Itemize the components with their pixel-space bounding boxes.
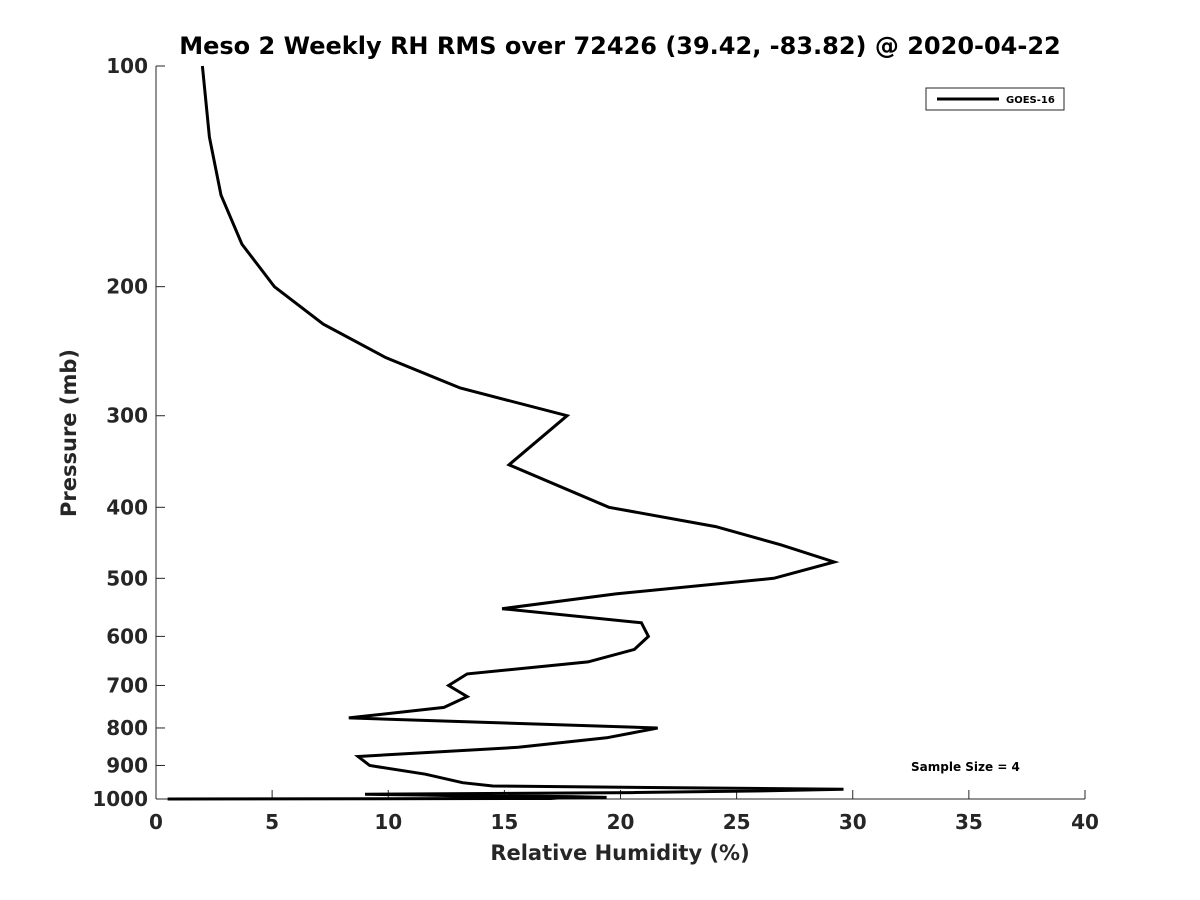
y-tick-label-500: 500 — [106, 566, 148, 590]
y-tick-label-800: 800 — [106, 716, 148, 740]
x-tick-label-10: 10 — [374, 810, 402, 834]
x-tick-label-25: 25 — [723, 810, 751, 834]
y-tick-label-700: 700 — [106, 673, 148, 697]
chart-title: Meso 2 Weekly RH RMS over 72426 (39.42, … — [179, 32, 1061, 60]
y-axis-label: Pressure (mb) — [57, 349, 81, 517]
y-tick-label-300: 300 — [106, 404, 148, 428]
x-tick-label-40: 40 — [1071, 810, 1099, 834]
plot-area: 0 5 10 15 20 25 30 35 40 100 200 300 400 500 600 700 800… — [92, 54, 1099, 834]
y-tick-label-100: 100 — [106, 54, 148, 78]
y-tick-label-200: 200 — [106, 275, 148, 299]
legend-label-goes16: GOES-16 — [1006, 95, 1055, 106]
x-tick-label-15: 15 — [490, 810, 518, 834]
x-tick-label-35: 35 — [955, 810, 983, 834]
y-tick-label-600: 600 — [106, 624, 148, 648]
x-tick-label-30: 30 — [839, 810, 867, 834]
x-tick-label-0: 0 — [149, 810, 163, 834]
y-tick-label-400: 400 — [106, 495, 148, 519]
sample-size-note: Sample Size = 4 — [911, 760, 1020, 774]
legend: GOES-16 — [925, 87, 1065, 111]
x-tick-label-20: 20 — [607, 810, 635, 834]
series-line-goes-16 — [167, 65, 844, 801]
x-axis-label: Relative Humidity (%) — [490, 841, 749, 865]
y-tick-label-900: 900 — [106, 753, 148, 777]
y-tick-label-1000: 1000 — [92, 787, 148, 811]
x-tick-label-5: 5 — [265, 810, 279, 834]
